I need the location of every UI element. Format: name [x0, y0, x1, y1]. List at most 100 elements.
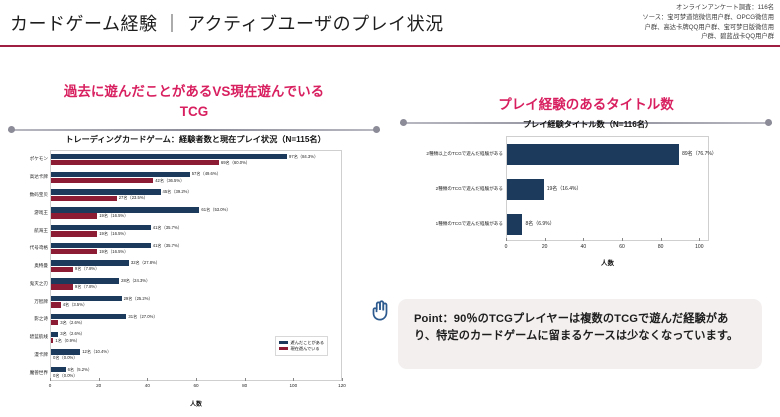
- source-note-line: ソース：宝可梦道馆微信用户群、OPCG微信用: [642, 13, 774, 21]
- right-chart-category-label: 2種類以上のTCGで遊んだ経験がある: [426, 151, 503, 157]
- left-chart-legend-item[interactable]: 遊んだことがある: [279, 340, 324, 346]
- right-chart-tick-label: 100: [695, 244, 704, 250]
- left-chart-tick-mark: [342, 378, 343, 381]
- left-chart-tick-label: 0: [48, 383, 52, 388]
- right-chart-tick-mark: [506, 238, 507, 241]
- right-chart-bar-value: 8名（6.9%）: [525, 220, 555, 227]
- left-chart-bar: [51, 207, 200, 213]
- source-note: オンラインアンケート調査：116名 ソース：宝可梦道馆微信用户群、OPCG微信用户…: [542, 3, 774, 42]
- left-chart-bar-value: 19名（16.5%）: [99, 213, 129, 219]
- left-chart-bar: [51, 242, 151, 249]
- right-chart-bar: [507, 143, 680, 166]
- left-chart-bar-value: 42名（36.5%）: [155, 177, 185, 183]
- point-callout: Point：90％のTCGプレイヤーは複数のTCGで遊んだ経験があり、特定のカー…: [398, 299, 762, 369]
- left-chart-category-label: 高达卡牌: [29, 174, 48, 180]
- left-chart-bar-value: 31名（27.0%）: [128, 313, 158, 319]
- left-chart-category-label: 航海王: [34, 227, 48, 233]
- left-chart-tick-mark: [293, 378, 295, 381]
- left-section-heading: 過去に遊んだことがあるVS現在遊んでいる TCG: [8, 82, 380, 137]
- left-chart-bar: [51, 337, 54, 344]
- left-chart-bar: [51, 266, 73, 273]
- right-chart-tick-label: 0: [504, 244, 508, 250]
- left-chart-bar-value: 12名（10.4%）: [82, 349, 112, 355]
- left-chart-bar: [51, 177, 154, 184]
- right-chart-category-label: 2種類のTCGで遊んだ経験がある: [435, 186, 503, 192]
- left-section-title-line2: TCG: [179, 103, 209, 119]
- left-chart-tick-mark: [196, 378, 197, 381]
- left-chart-tick-label: 80: [242, 383, 248, 388]
- left-chart-bar: [51, 278, 120, 284]
- left-chart-bar: [51, 231, 98, 237]
- left-chart-bar: [51, 224, 151, 231]
- legend-swatch-icon: [279, 347, 288, 351]
- left-chart-tick-label: 100: [289, 383, 298, 388]
- right-chart-category-group: 1種類のTCGで遊んだ経験がある 8名（6.9%）: [436, 207, 708, 242]
- left-chart-tick-mark: [244, 378, 246, 381]
- header-divider: [0, 45, 780, 47]
- right-chart-x-axis-label: 人数: [601, 260, 614, 267]
- right-chart-category-group: 2種類のTCGで遊んだ経験がある 19名（16.4%）: [436, 172, 708, 207]
- point-callout-text: Point：90％のTCGプレイヤーは複数のTCGで遊んだ経験があり、特定のカー…: [414, 313, 739, 342]
- left-chart-bar: [51, 367, 66, 373]
- left-chart-bar-value: 28名（24.3%）: [121, 278, 151, 284]
- left-chart-bar-value: 9名（7.8%）: [74, 266, 100, 272]
- left-chart-x-axis: 0 20 40 60 80 100 120: [48, 378, 346, 403]
- left-chart-tick-label: 60: [193, 383, 199, 388]
- left-chart-bar-value: 29名（25.2%）: [123, 295, 153, 301]
- right-chart-tick-mark: [583, 238, 585, 241]
- left-section-rule: [8, 123, 380, 137]
- page-title: カードゲーム経験 ｜ アクティブユーザのプレイ状況: [10, 14, 444, 34]
- left-chart-bar: [51, 349, 81, 355]
- source-note-line: オンラインアンケート調査：116名: [676, 4, 774, 11]
- left-chart-tick-mark: [50, 378, 51, 381]
- left-chart-legend-item[interactable]: 現在遊んでいる: [279, 346, 324, 352]
- left-chart-tick-mark: [98, 378, 100, 381]
- left-chart-legend-label: 現在遊んでいる: [290, 345, 320, 351]
- left-chart-bar-value: 41名（35.7%）: [152, 224, 182, 230]
- left-chart-bar: [51, 195, 117, 201]
- left-chart-bar-value: 57名（49.6%）: [191, 171, 221, 177]
- left-chart-bar-value: 97名（84.3%）: [289, 153, 319, 159]
- left-chart-bar-value: 19名（16.5%）: [99, 230, 129, 236]
- left-chart-category-group: 魔兽世界 6名（5.2%） 0名（0.0%）: [30, 364, 341, 382]
- left-chart-bar: [51, 313, 127, 320]
- left-chart-category-label: 奥特曼: [34, 263, 48, 269]
- left-chart-tick-mark: [147, 378, 149, 381]
- left-chart-bar: [51, 302, 61, 308]
- left-chart-bar-value: 4名（3.5%）: [62, 302, 88, 308]
- right-chart-tick-label: 60: [619, 244, 625, 250]
- left-chart-legend-label: 遊んだことがある: [290, 339, 325, 345]
- left-chart-category-label: 漫卡牌: [34, 351, 48, 357]
- right-chart-bar-value: 89名（76.7%）: [682, 150, 717, 157]
- right-chart-tick-mark: [660, 238, 662, 241]
- left-chart-tick-label: 20: [96, 383, 102, 388]
- left-chart-category-label: 影之诗: [34, 316, 48, 322]
- left-chart-category-label: 游戏王: [34, 209, 48, 215]
- left-chart-bar: [51, 160, 219, 166]
- left-chart-category-group: 游戏王 61名（53.0%） 19名（16.5%）: [34, 204, 341, 222]
- right-section-title: プレイ経験のあるタイトル数: [498, 97, 674, 112]
- right-chart-bar-value: 19名（16.4%）: [546, 185, 582, 192]
- right-chart-tick-mark: [699, 238, 701, 241]
- left-chart-bar: [51, 248, 98, 255]
- left-chart-category-group: 漫卡牌 12名（10.4%） 0名（0.0%）: [34, 346, 341, 364]
- right-chart-bar: [507, 178, 544, 201]
- pointing-hand-icon: [372, 300, 388, 321]
- left-chart-category-group: 鬼灭之刃 28名（24.3%） 9名（7.8%）: [30, 275, 341, 293]
- right-chart-tick-mark: [544, 238, 546, 241]
- left-chart-category-group: 数码宝贝 45名（39.2%） 27名（23.5%）: [30, 187, 341, 205]
- right-chart-tick-label: 80: [657, 244, 664, 250]
- right-chart-x-axis: 0 20 40 60 80 100: [504, 238, 709, 261]
- left-chart-bar-value: 61名（53.0%）: [201, 206, 231, 212]
- left-chart-tick-label: 120: [338, 383, 346, 388]
- left-chart-bar-value: 41名（35.7%）: [152, 242, 182, 248]
- left-chart-category-label: 数码宝贝: [29, 192, 48, 198]
- left-chart-bar: [51, 189, 161, 195]
- left-chart-category-label: 碧蓝航线: [29, 334, 48, 340]
- left-chart-bar: [51, 284, 73, 290]
- left-chart-category-group: ポケモン 97名（84.3%） 69名（60.0%）: [30, 151, 341, 169]
- left-chart-category-label: 万智牌: [34, 298, 48, 304]
- left-chart-title: トレーディングカードゲーム：経験者数と現在プレイ状況（N=115名）: [65, 135, 326, 144]
- left-chart-category-group: 影之诗 31名（27.0%） 3名（2.6%）: [34, 311, 341, 329]
